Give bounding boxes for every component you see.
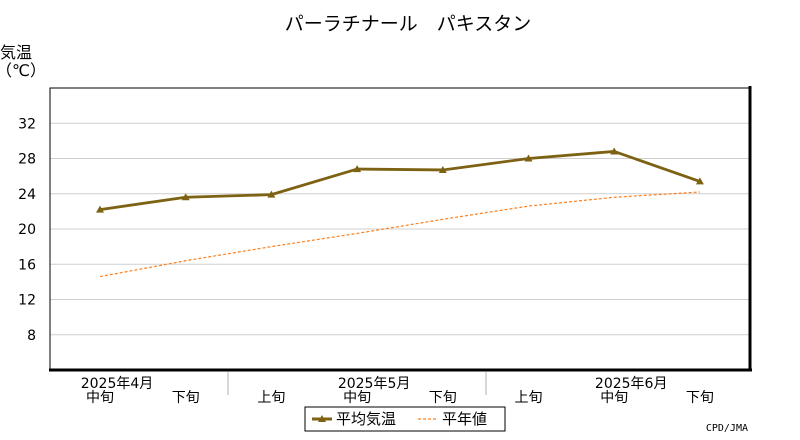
y-tick-24: 24 [18,187,36,203]
series-layer [96,147,704,278]
y-tick-labels: 8 12 16 20 24 28 32 [18,116,36,344]
legend: 平均気温 平年値 [304,406,506,432]
gridlines [50,122,750,336]
legend-label-avg: 平均気温 [336,410,396,428]
y-tick-32: 32 [18,116,36,132]
x-axis: 中旬 下旬 上旬 中旬 下旬 上旬 中旬 下旬 2025年4月 2025年5月 2025年6月 [81,372,714,406]
series-line-1 [99,191,700,278]
data-point-0 [524,154,533,162]
x-tick-label: 中旬 [600,390,628,406]
y-tick-16: 16 [18,257,36,273]
credit: CPD/JMA [706,423,748,434]
data-point-0 [181,193,190,201]
data-point-0 [96,205,104,213]
data-point-0 [353,165,362,173]
data-point-0 [267,190,276,198]
month-label: 2025年5月 [338,376,411,392]
legend-label-normal: 平年値 [442,410,487,428]
x-tick-label: 下旬 [429,390,457,406]
chart-title: パーラチナール パキスタン [285,13,531,35]
month-label: 2025年6月 [595,376,668,392]
x-tick-label: 下旬 [686,390,714,406]
x-tick-label: 上旬 [515,390,543,406]
legend-marker-avg [318,415,326,422]
y-tick-12: 12 [18,293,36,309]
x-tick-label: 上旬 [257,390,285,406]
y-axis-label: 気温 [0,43,32,62]
data-point-0 [438,165,447,173]
data-point-0 [610,147,619,155]
y-axis-unit: （℃） [0,61,46,80]
legend-box [304,406,506,432]
y-tick-20: 20 [18,222,36,238]
month-label: 2025年4月 [81,376,154,392]
x-tick-label: 下旬 [172,390,200,406]
x-tick-label: 中旬 [343,390,371,406]
series-line-0 [99,150,701,211]
data-point-0 [695,177,704,185]
x-tick-label: 中旬 [86,390,114,406]
y-tick-8: 8 [27,328,36,344]
y-tick-28: 28 [18,152,36,168]
